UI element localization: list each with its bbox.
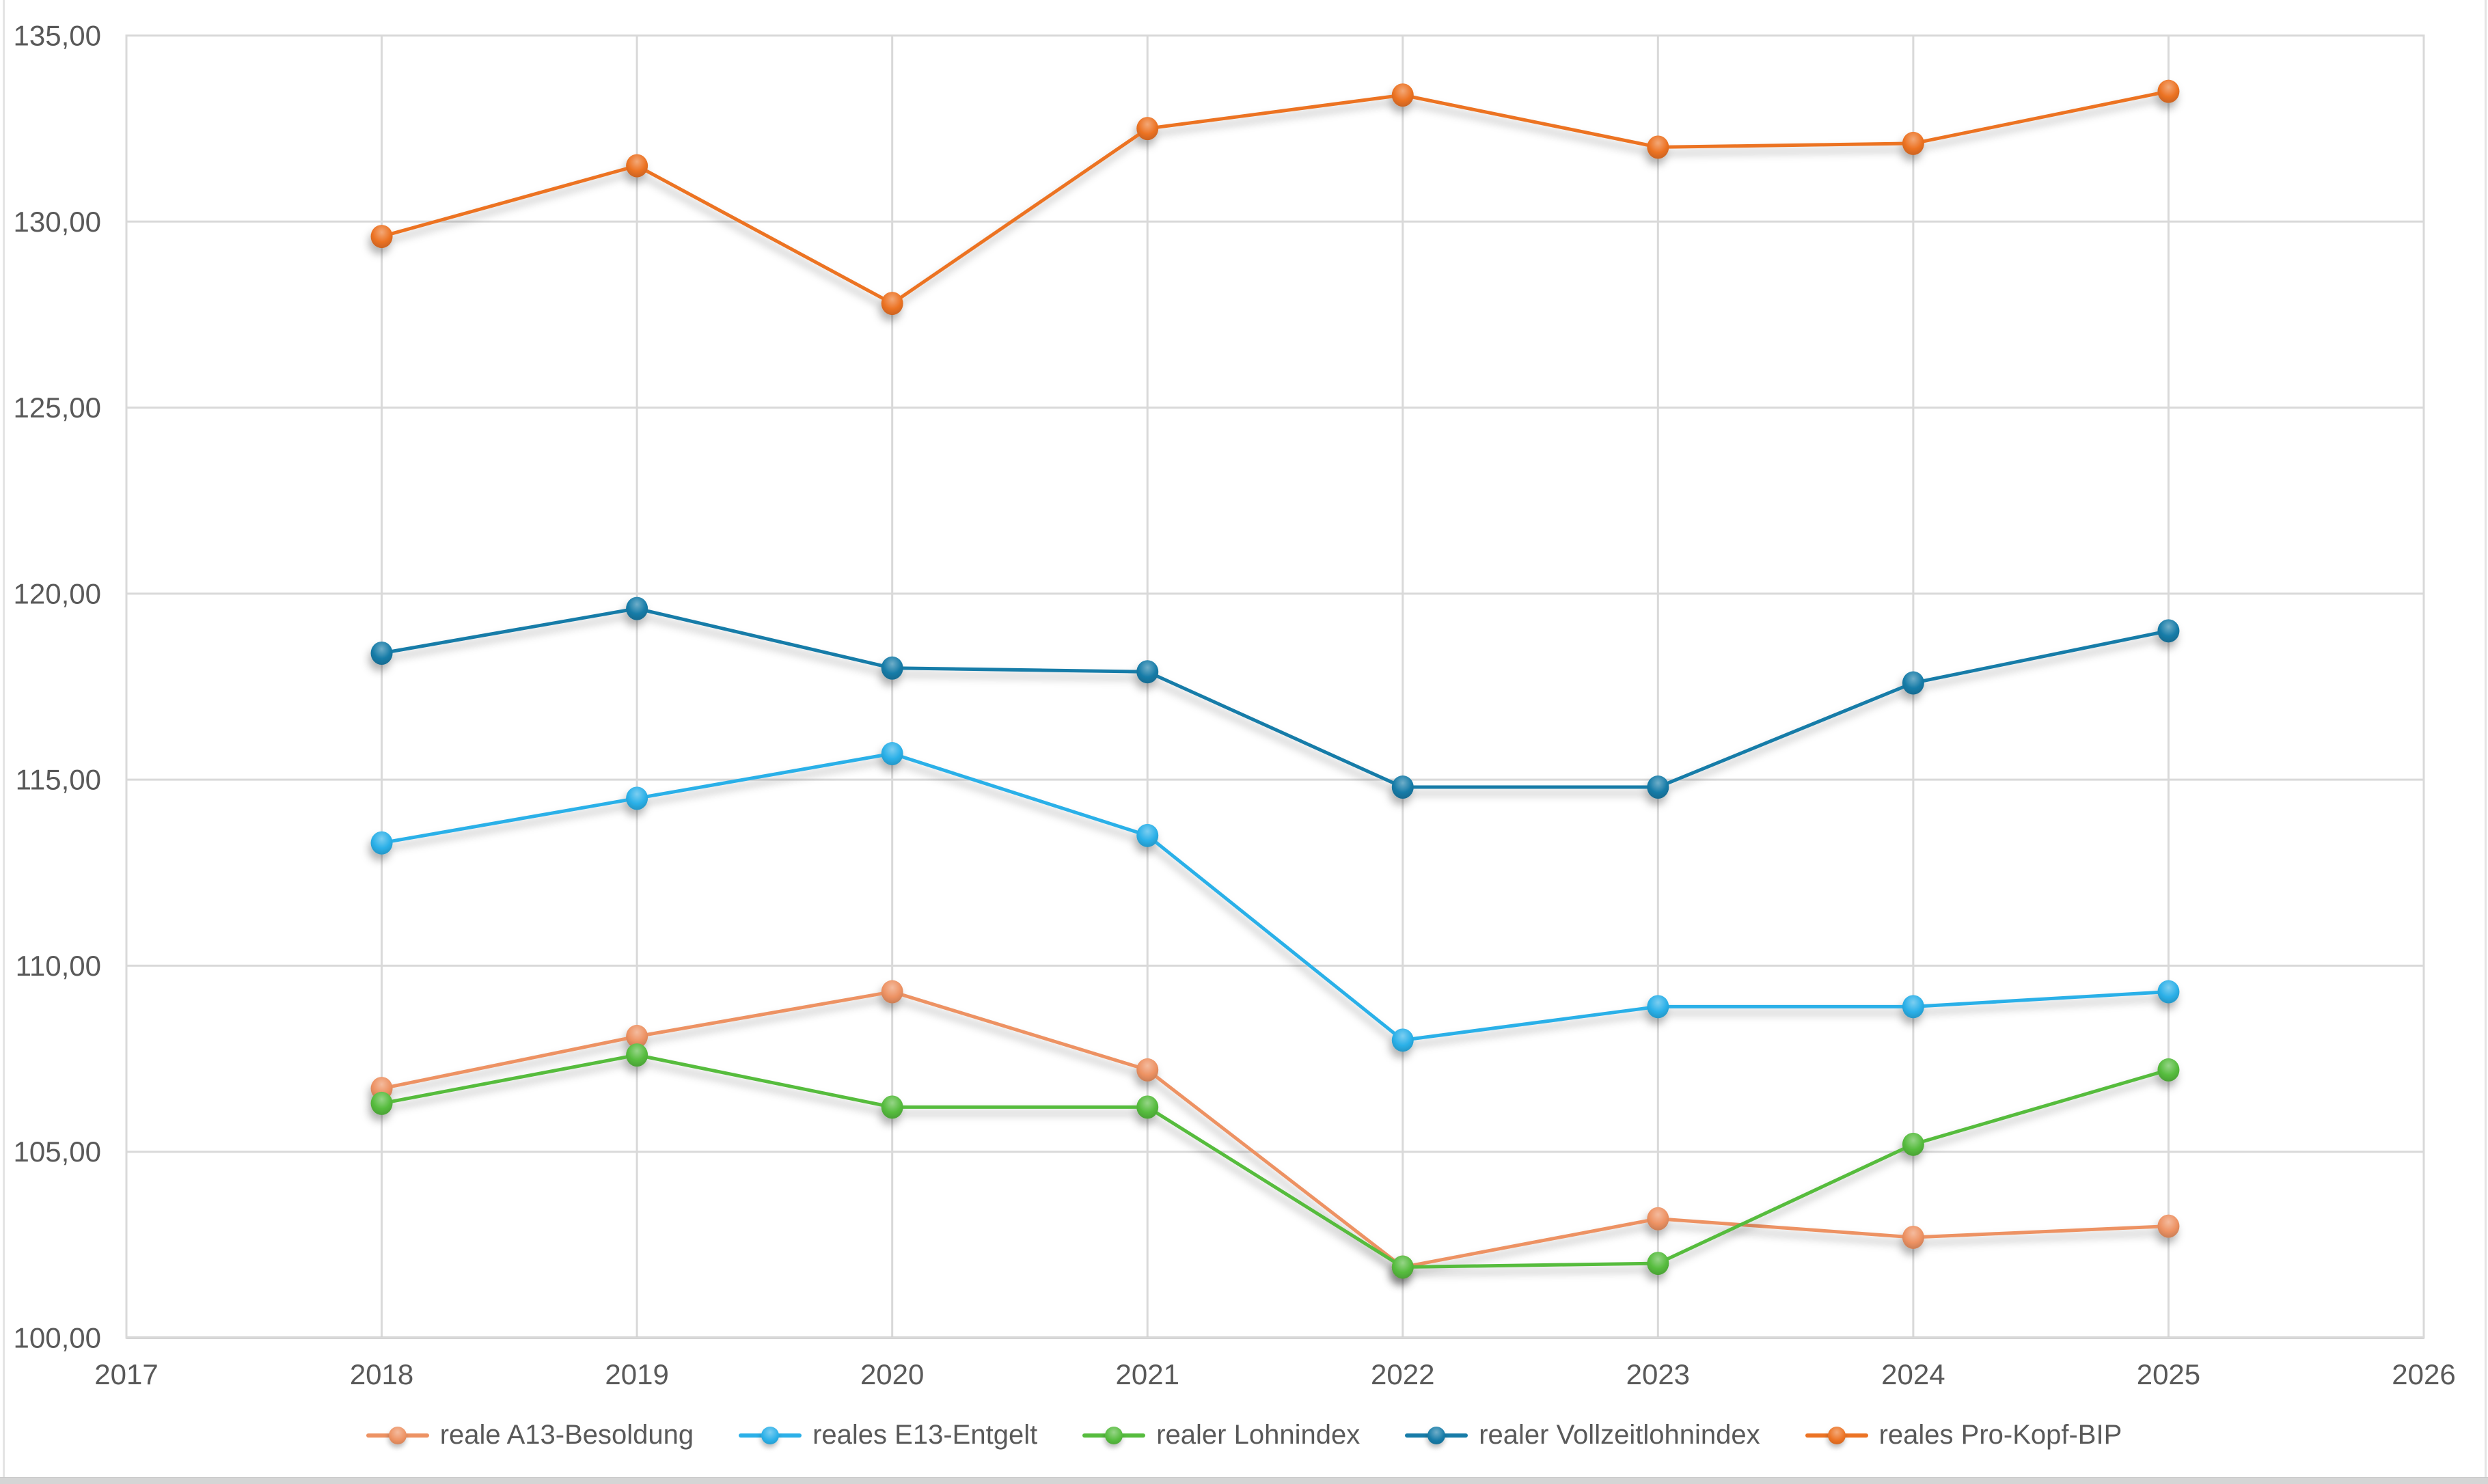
data-point-reales-e13-entgelt-2024[interactable]	[1902, 995, 1924, 1019]
chart-legend: reale A13-Besoldung reales E13-Entgelt rea…	[0, 1420, 2488, 1451]
data-point-reale-a13-besoldung-2024[interactable]	[1902, 1225, 1924, 1249]
x-tick-label-2024: 2024	[1881, 1358, 1945, 1390]
data-point-reales-e13-entgelt-2019[interactable]	[626, 786, 648, 810]
data-point-reale-a13-besoldung-2020[interactable]	[881, 980, 903, 1004]
x-tick-label-2025: 2025	[2137, 1358, 2200, 1390]
legend-item-reale-a13-besoldung[interactable]: reale A13-Besoldung	[366, 1420, 694, 1451]
data-point-reales-e13-entgelt-2022[interactable]	[1391, 1028, 1414, 1052]
y-tick-label-115,00: 115,00	[16, 764, 101, 796]
data-point-realer-lohnindex-2025[interactable]	[2157, 1058, 2180, 1082]
data-point-realer-lohnindex-2024[interactable]	[1902, 1132, 1924, 1156]
legend-item-label: reales Pro-Kopf-BIP	[1878, 1420, 2122, 1450]
series-line-realer-vollzeitlohnindex	[380, 607, 2170, 789]
data-point-realer-vollzeitlohnindex-2022[interactable]	[1391, 775, 1414, 799]
legend-marker-icon	[1805, 1425, 1868, 1446]
data-point-realer-vollzeitlohnindex-2021[interactable]	[1136, 660, 1159, 684]
data-point-realer-vollzeitlohnindex-2018[interactable]	[370, 641, 393, 665]
legend-marker-icon	[1405, 1425, 1468, 1446]
x-tick-label-2019: 2019	[605, 1358, 668, 1390]
data-point-realer-lohnindex-2018[interactable]	[370, 1091, 393, 1115]
series-line-realer-lohnindex	[380, 1053, 2170, 1269]
series-reale-a13-besoldung[interactable]	[370, 980, 2180, 1279]
y-tick-label-100,00: 100,00	[14, 1322, 101, 1354]
y-axis-tick-labels: 100,00 105,00 110,00 115,00 120,00 125,00 130,…	[14, 20, 101, 1354]
data-point-reale-a13-besoldung-2019[interactable]	[626, 1024, 648, 1048]
x-tick-label-2026: 2026	[2392, 1358, 2455, 1390]
data-point-reale-a13-besoldung-2023[interactable]	[1647, 1207, 1669, 1231]
data-point-reales-pro-kopf-bip-2024[interactable]	[1902, 131, 1924, 155]
legend-item-label: realer Lohnindex	[1156, 1420, 1361, 1450]
x-tick-label-2022: 2022	[1371, 1358, 1434, 1390]
data-point-reale-a13-besoldung-2021[interactable]	[1136, 1058, 1159, 1082]
data-point-reales-pro-kopf-bip-2022[interactable]	[1391, 83, 1414, 107]
series-realer-vollzeitlohnindex[interactable]	[370, 596, 2180, 799]
y-tick-label-125,00: 125,00	[14, 391, 101, 424]
x-axis-tick-labels: 2017 2018 2019 2020 2021 2022 2023 2024 2025 2026	[94, 1358, 2455, 1390]
x-tick-label-2018: 2018	[350, 1358, 413, 1390]
legend-marker-icon	[366, 1425, 429, 1446]
legend-item-realer-lohnindex[interactable]: realer Lohnindex	[1082, 1420, 1360, 1451]
legend-item-reales-e13-entgelt[interactable]: reales E13-Entgelt	[739, 1420, 1037, 1451]
data-point-reales-e13-entgelt-2025[interactable]	[2157, 980, 2180, 1004]
data-point-reales-pro-kopf-bip-2018[interactable]	[370, 225, 393, 249]
legend-item-label: realer Vollzeitlohnindex	[1479, 1420, 1760, 1450]
legend-item-reales-pro-kopf-bip[interactable]: reales Pro-Kopf-BIP	[1805, 1420, 2122, 1451]
x-tick-label-2017: 2017	[94, 1358, 158, 1390]
y-tick-label-120,00: 120,00	[14, 577, 101, 609]
data-point-realer-vollzeitlohnindex-2020[interactable]	[881, 656, 903, 680]
data-point-reales-pro-kopf-bip-2021[interactable]	[1136, 117, 1159, 141]
data-point-reales-e13-entgelt-2023[interactable]	[1647, 995, 1669, 1019]
data-point-realer-lohnindex-2023[interactable]	[1647, 1252, 1669, 1276]
data-point-reales-e13-entgelt-2020[interactable]	[881, 742, 903, 766]
x-tick-label-2020: 2020	[860, 1358, 924, 1390]
data-point-realer-lohnindex-2021[interactable]	[1136, 1095, 1159, 1119]
data-point-realer-lohnindex-2019[interactable]	[626, 1043, 648, 1067]
data-point-reales-e13-entgelt-2021[interactable]	[1136, 823, 1159, 847]
data-point-realer-lohnindex-2020[interactable]	[881, 1095, 903, 1119]
x-tick-label-2021: 2021	[1116, 1358, 1179, 1390]
data-point-reales-pro-kopf-bip-2023[interactable]	[1647, 135, 1669, 159]
y-tick-label-105,00: 105,00	[14, 1136, 101, 1168]
window-edge-bottom	[0, 1477, 2488, 1484]
data-point-realer-vollzeitlohnindex-2023[interactable]	[1647, 775, 1669, 799]
legend-item-label: reale A13-Besoldung	[439, 1420, 694, 1450]
legend-marker-icon	[739, 1425, 802, 1446]
series-reales-e13-entgelt[interactable]	[370, 742, 2180, 1052]
y-tick-label-110,00: 110,00	[16, 950, 101, 982]
plot-area-border	[125, 34, 2425, 1339]
series-line-reales-e13-entgelt	[380, 752, 2170, 1042]
y-tick-label-135,00: 135,00	[14, 20, 101, 52]
x-tick-label-2023: 2023	[1626, 1358, 1690, 1390]
data-point-reale-a13-besoldung-2025[interactable]	[2157, 1214, 2180, 1238]
series-line-reale-a13-besoldung	[380, 990, 2170, 1269]
data-point-reales-pro-kopf-bip-2019[interactable]	[626, 154, 648, 178]
data-point-reales-e13-entgelt-2018[interactable]	[370, 831, 393, 855]
data-point-realer-lohnindex-2022[interactable]	[1391, 1255, 1414, 1279]
legend-item-label: reales E13-Entgelt	[812, 1420, 1038, 1450]
data-point-realer-vollzeitlohnindex-2024[interactable]	[1902, 671, 1924, 695]
window-edge-right	[2485, 0, 2487, 1484]
data-point-reales-pro-kopf-bip-2025[interactable]	[2157, 79, 2180, 103]
grid	[125, 34, 2425, 1339]
legend-marker-icon	[1082, 1425, 1146, 1446]
y-tick-label-130,00: 130,00	[14, 206, 101, 238]
legend-item-realer-vollzeitlohnindex[interactable]: realer Vollzeitlohnindex	[1405, 1420, 1760, 1451]
data-point-realer-vollzeitlohnindex-2025[interactable]	[2157, 619, 2180, 643]
series-line-reales-pro-kopf-bip	[380, 90, 2170, 305]
window-edge-left	[3, 0, 5, 1484]
data-point-realer-vollzeitlohnindex-2019[interactable]	[626, 596, 648, 620]
series-reales-pro-kopf-bip[interactable]	[370, 79, 2180, 316]
series-realer-lohnindex[interactable]	[370, 1043, 2180, 1279]
data-point-reales-pro-kopf-bip-2020[interactable]	[881, 292, 903, 316]
